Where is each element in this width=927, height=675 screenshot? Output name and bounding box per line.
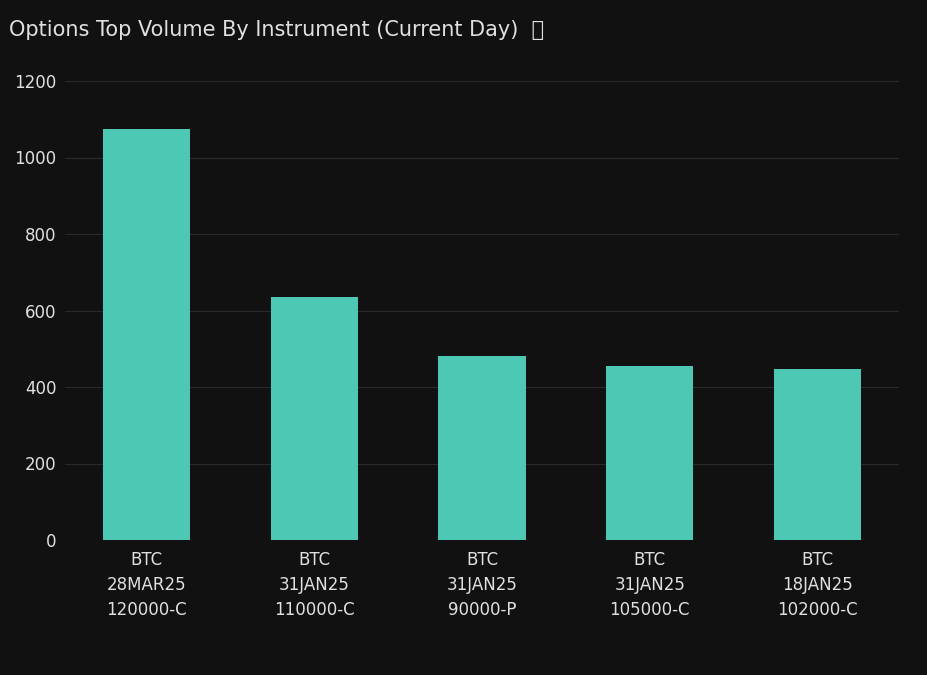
Text: Options Top Volume By Instrument (Current Day)  ⓘ: Options Top Volume By Instrument (Curren… [9,20,544,40]
Bar [774,369,861,540]
Bar [271,297,358,540]
Bar [438,356,526,540]
Bar [103,129,190,540]
Bar [606,366,693,540]
